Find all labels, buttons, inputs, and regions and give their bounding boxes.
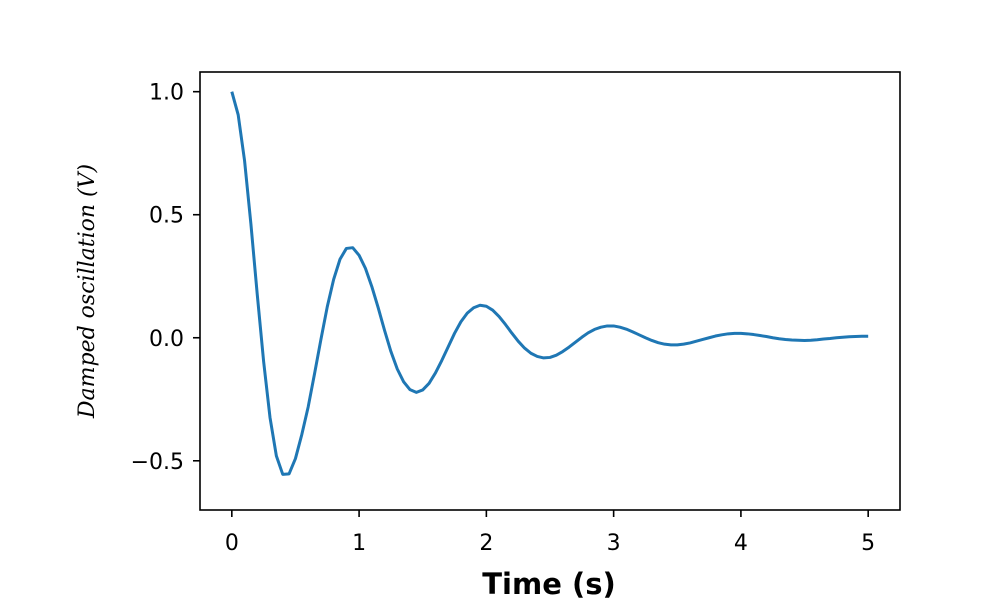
y-tick-label: 0.5 [149,204,184,229]
y-tick-label: 1.0 [149,81,184,106]
x-tick-label: 3 [607,531,621,556]
series-line-0 [230,91,869,476]
x-tick-label: 1 [352,531,366,556]
y-tick-label: 0.0 [149,327,184,352]
plot-area [230,91,869,476]
y-axis-label: Damped oscillation (V) [75,164,100,419]
x-axis-label: Time (s) [482,567,615,600]
x-tick-label: 4 [734,531,748,556]
axes: 0 1 2 3 4 5 −0.5 0.0 0.5 1.0 [131,71,901,556]
axes-frame [199,71,901,511]
x-tick-label: 5 [861,531,875,556]
x-tick-label: 2 [479,531,493,556]
y-tick-label: −0.5 [131,450,184,475]
x-tick-label: 0 [225,531,239,556]
